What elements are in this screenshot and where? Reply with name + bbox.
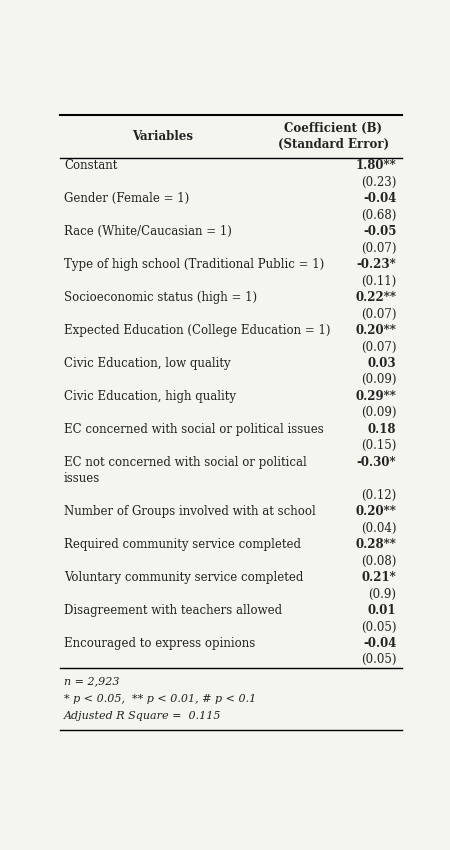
- Text: -0.04: -0.04: [363, 192, 396, 206]
- Text: (0.07): (0.07): [361, 241, 396, 255]
- Text: (0.11): (0.11): [361, 275, 396, 287]
- Text: -0.05: -0.05: [363, 225, 396, 238]
- Text: 0.18: 0.18: [368, 422, 396, 436]
- Text: Number of Groups involved with at school: Number of Groups involved with at school: [64, 505, 315, 518]
- Text: issues: issues: [64, 473, 100, 485]
- Text: -0.23*: -0.23*: [356, 258, 396, 271]
- Text: EC not concerned with social or political: EC not concerned with social or politica…: [64, 456, 306, 469]
- Text: * p < 0.05,  ** p < 0.01, # p < 0.1: * p < 0.05, ** p < 0.01, # p < 0.1: [64, 694, 256, 704]
- Text: 0.20**: 0.20**: [356, 505, 396, 518]
- Text: n = 2,923: n = 2,923: [64, 677, 119, 687]
- Text: Civic Education, low quality: Civic Education, low quality: [64, 357, 230, 370]
- Text: Disagreement with teachers allowed: Disagreement with teachers allowed: [64, 604, 282, 617]
- Text: (0.08): (0.08): [361, 554, 396, 568]
- Text: (0.04): (0.04): [361, 522, 396, 535]
- Text: Coefficient (B)
(Standard Error): Coefficient (B) (Standard Error): [278, 122, 389, 150]
- Text: Required community service completed: Required community service completed: [64, 538, 301, 551]
- Text: (0.05): (0.05): [361, 654, 396, 666]
- Text: Gender (Female = 1): Gender (Female = 1): [64, 192, 189, 206]
- Text: -0.04: -0.04: [363, 637, 396, 650]
- Text: 0.03: 0.03: [368, 357, 396, 370]
- Text: 0.29**: 0.29**: [356, 390, 396, 403]
- Text: Civic Education, high quality: Civic Education, high quality: [64, 390, 236, 403]
- Text: Encouraged to express opinions: Encouraged to express opinions: [64, 637, 255, 650]
- Text: 0.20**: 0.20**: [356, 324, 396, 337]
- Text: -0.30*: -0.30*: [357, 456, 396, 469]
- Text: Socioeconomic status (high = 1): Socioeconomic status (high = 1): [64, 291, 257, 304]
- Text: Expected Education (College Education = 1): Expected Education (College Education = …: [64, 324, 330, 337]
- Text: (0.05): (0.05): [361, 620, 396, 633]
- Text: Constant: Constant: [64, 159, 117, 173]
- Text: Voluntary community service completed: Voluntary community service completed: [64, 571, 303, 584]
- Text: (0.9): (0.9): [368, 587, 396, 601]
- Text: (0.07): (0.07): [361, 341, 396, 354]
- Text: 1.80**: 1.80**: [356, 159, 396, 173]
- Text: (0.15): (0.15): [361, 439, 396, 452]
- Text: EC concerned with social or political issues: EC concerned with social or political is…: [64, 422, 324, 436]
- Text: (0.07): (0.07): [361, 308, 396, 320]
- Text: 0.22**: 0.22**: [356, 291, 396, 304]
- Text: (0.09): (0.09): [361, 373, 396, 387]
- Text: Type of high school (Traditional Public = 1): Type of high school (Traditional Public …: [64, 258, 324, 271]
- Text: (0.09): (0.09): [361, 406, 396, 419]
- Text: (0.68): (0.68): [361, 209, 396, 222]
- Text: 0.28**: 0.28**: [356, 538, 396, 551]
- Text: (0.23): (0.23): [361, 176, 396, 189]
- Text: Race (White/Caucasian = 1): Race (White/Caucasian = 1): [64, 225, 232, 238]
- Text: 0.21*: 0.21*: [361, 571, 396, 584]
- Text: Adjusted R Square =  0.115: Adjusted R Square = 0.115: [64, 711, 221, 721]
- Text: Variables: Variables: [132, 130, 193, 143]
- Text: 0.01: 0.01: [368, 604, 396, 617]
- Text: (0.12): (0.12): [361, 489, 396, 501]
